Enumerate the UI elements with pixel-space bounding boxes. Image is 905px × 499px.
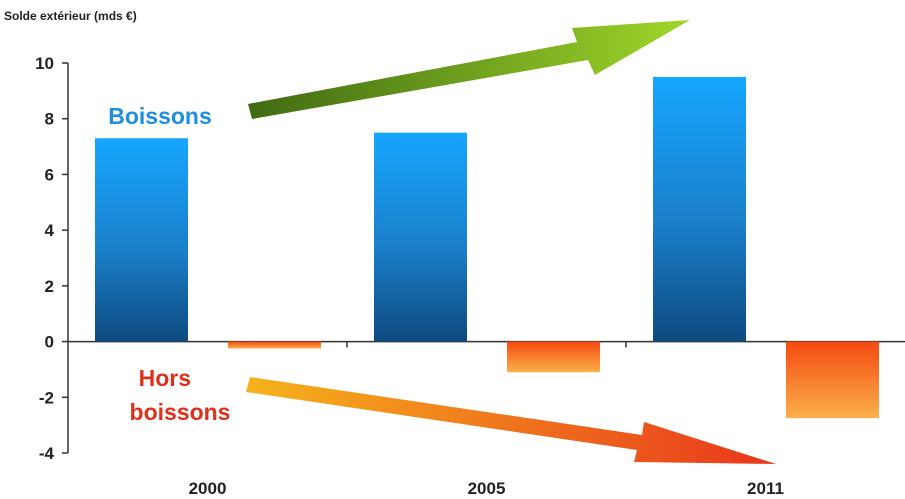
bar-hors-boissons-2005 [507,341,600,373]
x-tick-labels: 2000 2005 2011 [189,479,784,498]
y-tick-label: 2 [45,277,54,296]
y-tick-label: 10 [35,54,54,73]
series-label-boissons: Boissons [108,103,212,129]
y-tick-labels: 10 8 6 4 2 0 -2 -4 [35,54,68,463]
x-tick-label: 2011 [747,479,784,498]
bar-hors-boissons-2000 [228,341,321,349]
x-tick-label: 2000 [189,479,227,498]
y-tick-label: 4 [45,221,55,240]
bars [95,76,879,419]
series-label-hors-boissons: Hors boissons [130,365,231,425]
y-tick-label: 0 [45,333,54,352]
y-tick-label: 6 [45,165,54,184]
y-tick-label: -4 [39,444,55,463]
y-tick-label: -2 [39,388,54,407]
y-axis-label: Solde extérieur (mds €) [4,9,137,23]
bar-boissons-2005 [374,132,467,342]
x-tick-label: 2005 [468,479,506,498]
trend-up-arrow [248,20,690,119]
y-tick-label: 8 [45,110,54,129]
bar-hors-boissons-2011 [786,341,879,419]
trend-down-arrow [246,377,776,464]
bar-boissons-2011 [653,76,746,342]
bar-boissons-2000 [95,138,188,342]
axes [67,63,905,453]
